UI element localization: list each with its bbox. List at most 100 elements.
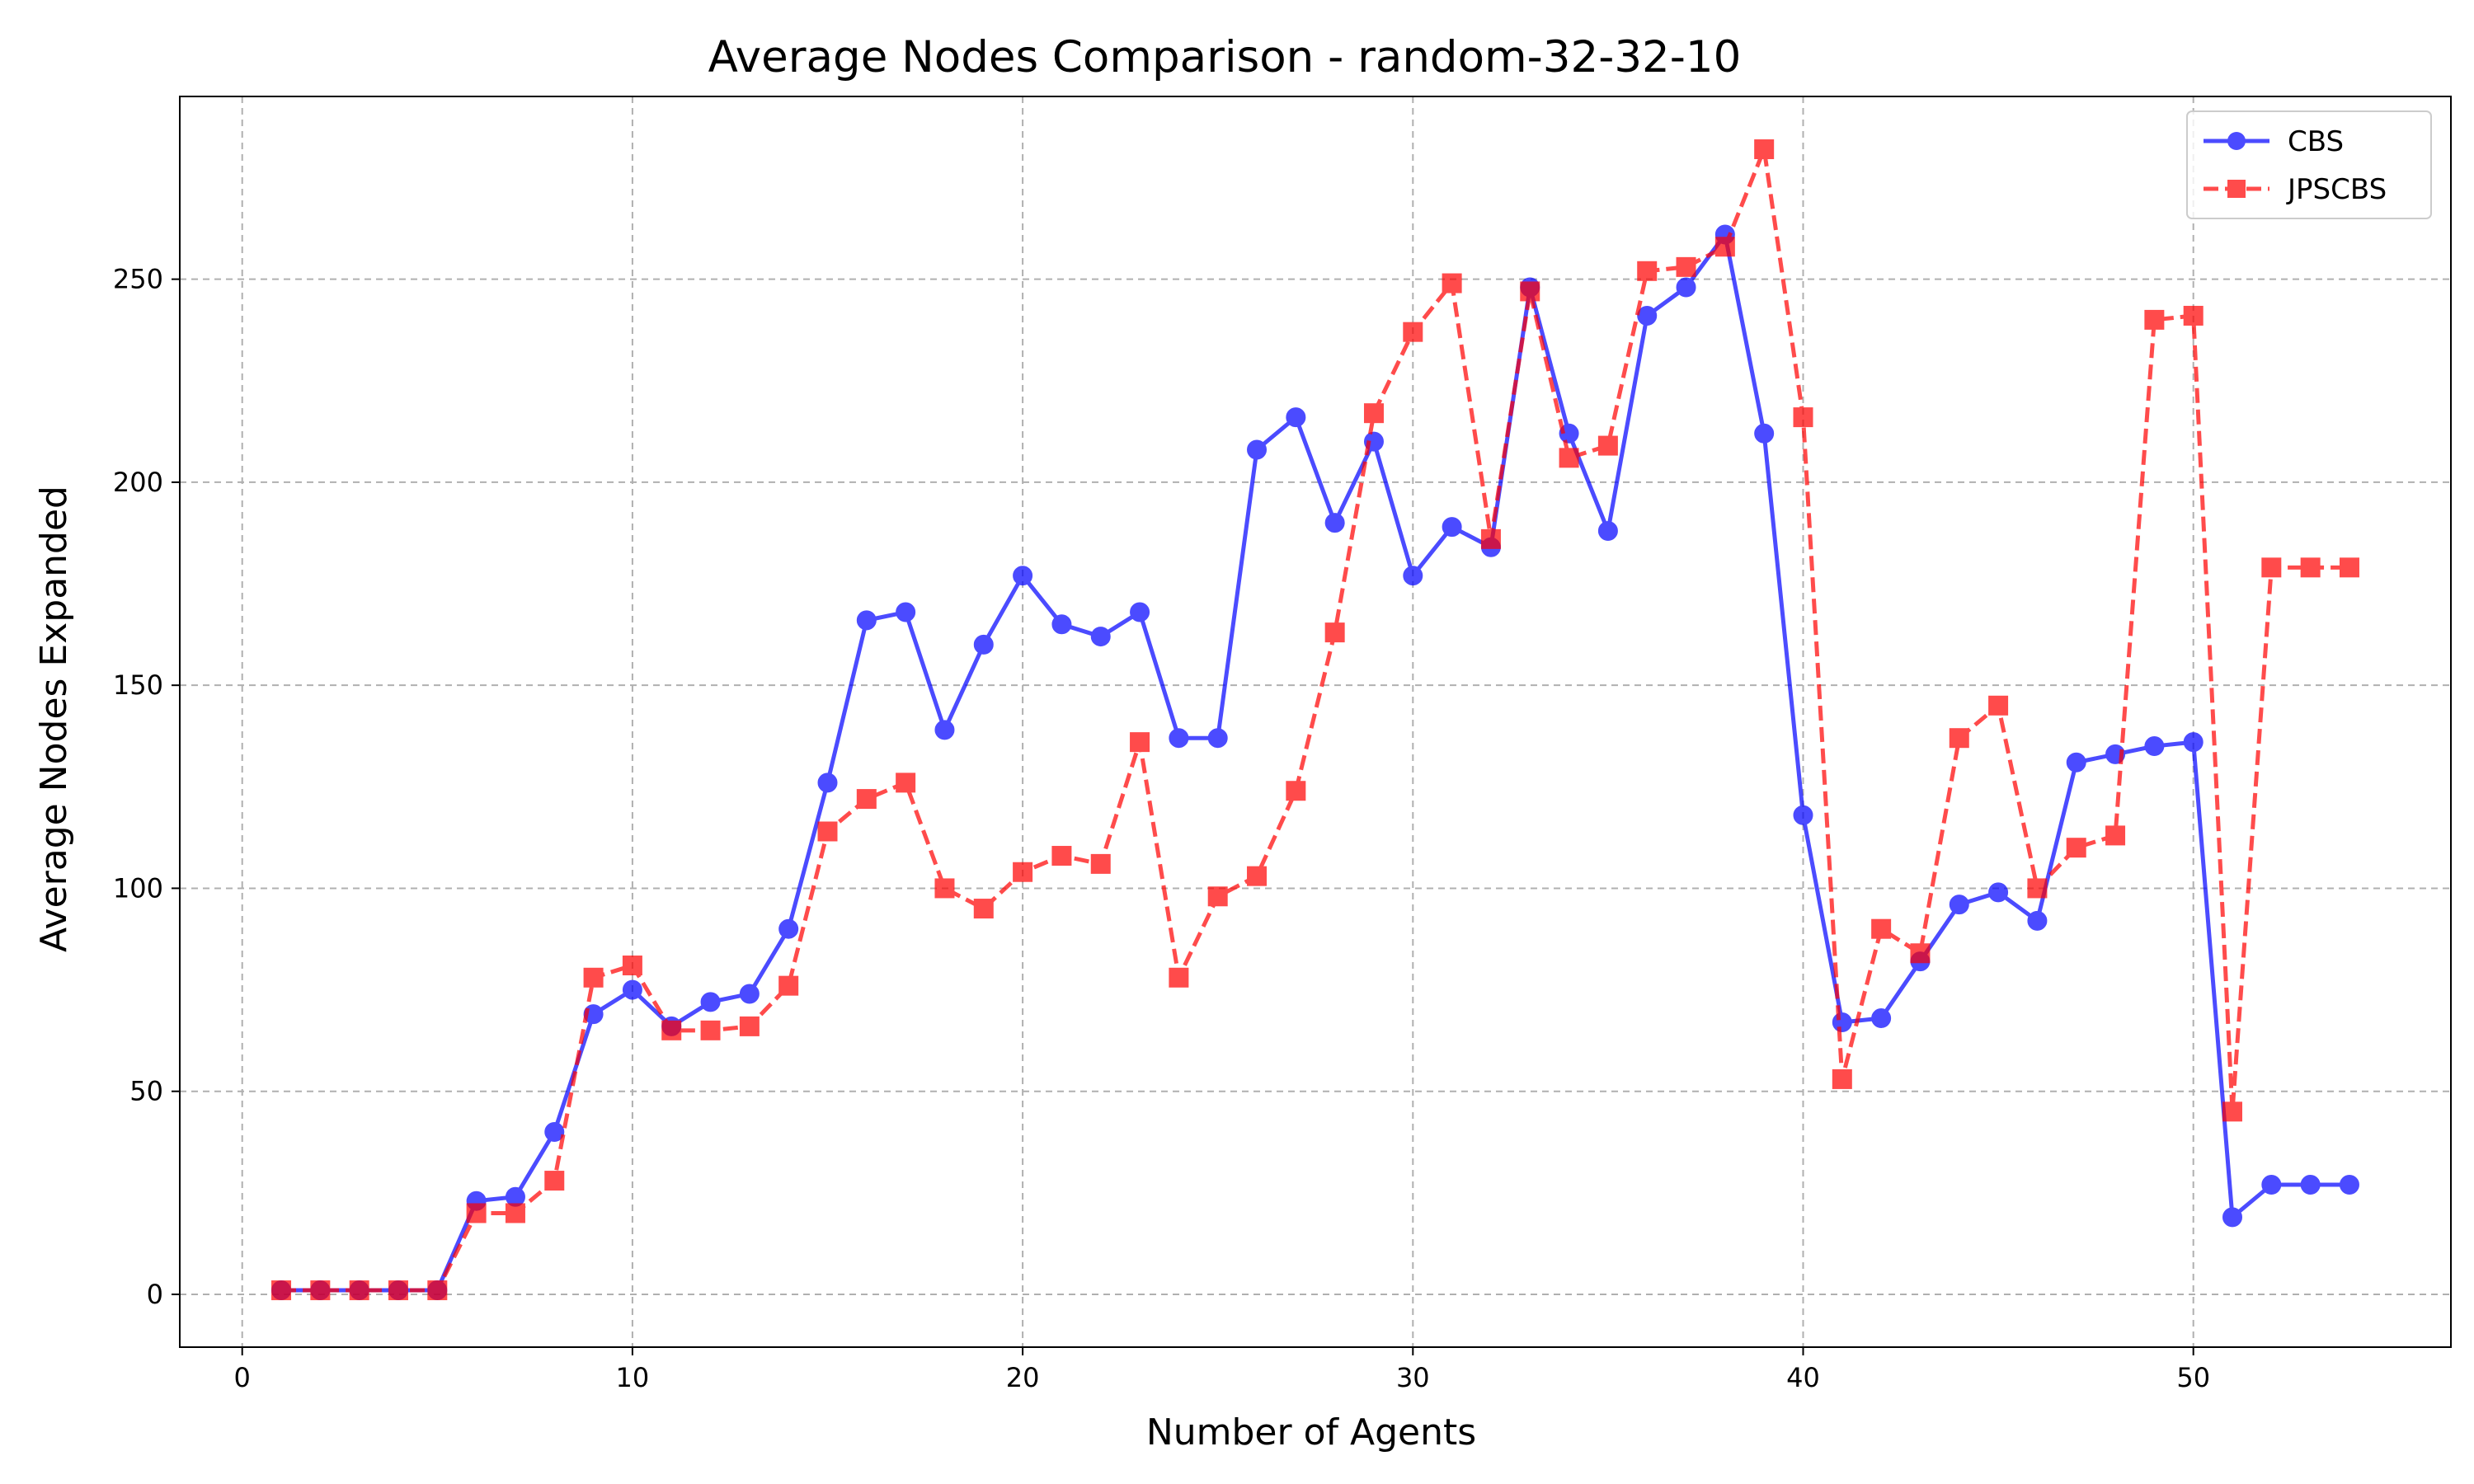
data-point	[934, 720, 955, 740]
y-tick-label: 0	[147, 1279, 163, 1310]
data-point	[2222, 1101, 2243, 1122]
data-point	[1442, 273, 1462, 294]
series-area	[271, 139, 2359, 1301]
data-point	[1130, 602, 1150, 622]
data-point	[1676, 277, 1696, 298]
legend-marker	[2227, 132, 2246, 150]
data-point	[739, 1016, 760, 1036]
data-point	[1988, 882, 2009, 903]
data-point	[310, 1280, 331, 1301]
data-point	[2183, 305, 2204, 326]
data-point	[2222, 1207, 2243, 1228]
data-point	[427, 1280, 448, 1301]
data-point	[1324, 513, 1345, 533]
data-point	[700, 1020, 721, 1040]
data-point	[1363, 403, 1384, 424]
data-point	[1754, 139, 1775, 160]
data-point	[2027, 910, 2048, 931]
y-axis-label: Average Nodes Expanded	[33, 486, 75, 952]
data-point	[1793, 407, 1813, 428]
data-point	[1910, 943, 1931, 964]
data-point	[388, 1280, 408, 1301]
data-point	[934, 878, 955, 899]
data-point	[2144, 736, 2165, 757]
x-tick-label: 10	[616, 1362, 650, 1393]
data-point	[1207, 886, 1228, 907]
plot-frame	[179, 96, 2452, 1348]
data-point	[349, 1280, 369, 1301]
data-point	[1051, 614, 1072, 635]
data-point	[1520, 281, 1540, 302]
data-point	[2300, 1174, 2321, 1195]
data-point	[1169, 728, 1189, 749]
data-point	[2066, 838, 2086, 858]
data-point	[2183, 732, 2204, 753]
legend-entry-jpscbs	[2204, 180, 2269, 198]
data-point	[1714, 237, 1735, 257]
data-point	[739, 984, 760, 1004]
x-axis-label: Number of Agents	[1146, 1411, 1476, 1453]
data-point	[1090, 627, 1111, 647]
data-point	[817, 773, 838, 793]
data-point	[778, 918, 799, 939]
y-tick-label: 50	[129, 1076, 163, 1107]
data-point	[505, 1186, 525, 1207]
data-point	[1051, 846, 1072, 866]
data-point	[2105, 825, 2126, 846]
data-point	[505, 1203, 525, 1223]
y-tick-label: 250	[113, 264, 163, 295]
grid	[180, 96, 2451, 1347]
data-point	[622, 956, 642, 976]
data-point	[2339, 1174, 2359, 1195]
data-point	[778, 975, 799, 996]
x-tick-label: 20	[1006, 1362, 1040, 1393]
data-point	[1637, 305, 1658, 326]
data-point	[1090, 853, 1111, 874]
x-tick-label: 50	[2176, 1362, 2210, 1393]
data-point	[896, 602, 916, 622]
data-point	[1286, 781, 1306, 801]
legend-label: JPSCBS	[2286, 173, 2387, 206]
data-point	[544, 1171, 565, 1191]
data-point	[1247, 866, 1268, 886]
data-point	[2066, 752, 2086, 773]
data-point	[1793, 805, 1813, 825]
data-point	[1559, 448, 1579, 468]
legend-box	[2186, 110, 2432, 219]
data-point	[1013, 862, 1033, 882]
data-point	[1130, 732, 1150, 753]
data-point	[1597, 521, 1618, 542]
data-point	[973, 899, 994, 919]
chart-title: Average Nodes Comparison - random-32-32-…	[708, 32, 1742, 82]
data-point	[1403, 566, 1423, 586]
series-jpscbs	[271, 139, 2359, 1301]
x-tick-label: 0	[234, 1362, 251, 1393]
data-point	[1324, 622, 1345, 643]
data-point	[1949, 895, 1969, 915]
data-point	[1403, 322, 1423, 342]
data-point	[1832, 1012, 1852, 1032]
data-point	[2027, 878, 2048, 899]
data-point	[1013, 566, 1033, 586]
data-point	[1988, 695, 2009, 716]
data-point	[700, 992, 721, 1012]
data-point	[896, 773, 916, 793]
data-point	[622, 979, 642, 1000]
data-point	[1871, 1008, 1892, 1029]
data-point	[1832, 1068, 1852, 1089]
data-point	[856, 789, 877, 810]
legend-entry-cbs	[2204, 132, 2269, 150]
data-point	[271, 1280, 292, 1301]
legend-label: CBS	[2288, 125, 2344, 158]
data-point	[1871, 918, 1892, 939]
data-point	[2261, 1174, 2282, 1195]
legend-marker	[2227, 180, 2246, 198]
data-point	[1676, 256, 1696, 277]
x-tick-label: 30	[1396, 1362, 1430, 1393]
y-tick-label: 100	[113, 872, 163, 904]
data-point	[1754, 423, 1775, 444]
data-point	[1559, 423, 1579, 444]
data-point	[1247, 439, 1268, 460]
